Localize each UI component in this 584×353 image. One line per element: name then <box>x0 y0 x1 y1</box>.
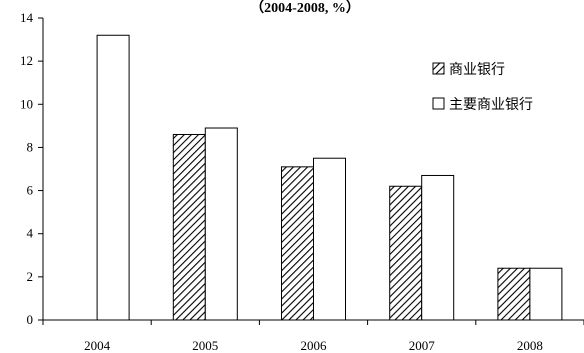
y-tick-label: 2 <box>27 269 34 284</box>
y-tick-label: 8 <box>27 139 34 154</box>
bar-major-commercial-banks-2005 <box>204 127 238 321</box>
x-tick-label: 2004 <box>84 338 111 353</box>
x-tick-label: 2006 <box>301 338 328 353</box>
y-tick-label: 14 <box>20 10 34 25</box>
bar-major-commercial-banks-2006 <box>313 157 346 321</box>
chart-title: （2004-2008, %） <box>250 0 360 16</box>
y-tick-label: 0 <box>27 312 34 327</box>
bar-major-commercial-banks-2007 <box>421 174 455 321</box>
legend-label-commercial-banks: 商业银行 <box>449 62 505 78</box>
x-tick-label: 2005 <box>192 338 218 353</box>
y-tick-label: 12 <box>20 53 33 68</box>
bar-commercial-banks-2005 <box>172 133 206 321</box>
y-tick-label: 4 <box>27 226 34 241</box>
bar-commercial-banks-2008 <box>497 267 531 321</box>
legend-swatch-major-commercial-banks <box>432 97 445 110</box>
y-tick-label: 10 <box>20 96 33 111</box>
bar-major-commercial-banks-2008 <box>529 267 563 321</box>
y-tick-label: 6 <box>27 183 34 198</box>
x-tick-label: 2008 <box>517 338 543 353</box>
legend-swatch-commercial-banks <box>432 62 445 75</box>
bar-major-commercial-banks-2004 <box>96 34 130 321</box>
x-tick-label: 2007 <box>409 338 436 353</box>
plot-area: 0 2 4 6 8 10 12 14 2004 2005 2006 2007 2008 <box>20 10 584 353</box>
bar-commercial-banks-2006 <box>281 166 314 321</box>
bar-commercial-banks-2007 <box>389 185 423 321</box>
legend-label-major-commercial-banks: 主要商业银行 <box>449 97 533 113</box>
